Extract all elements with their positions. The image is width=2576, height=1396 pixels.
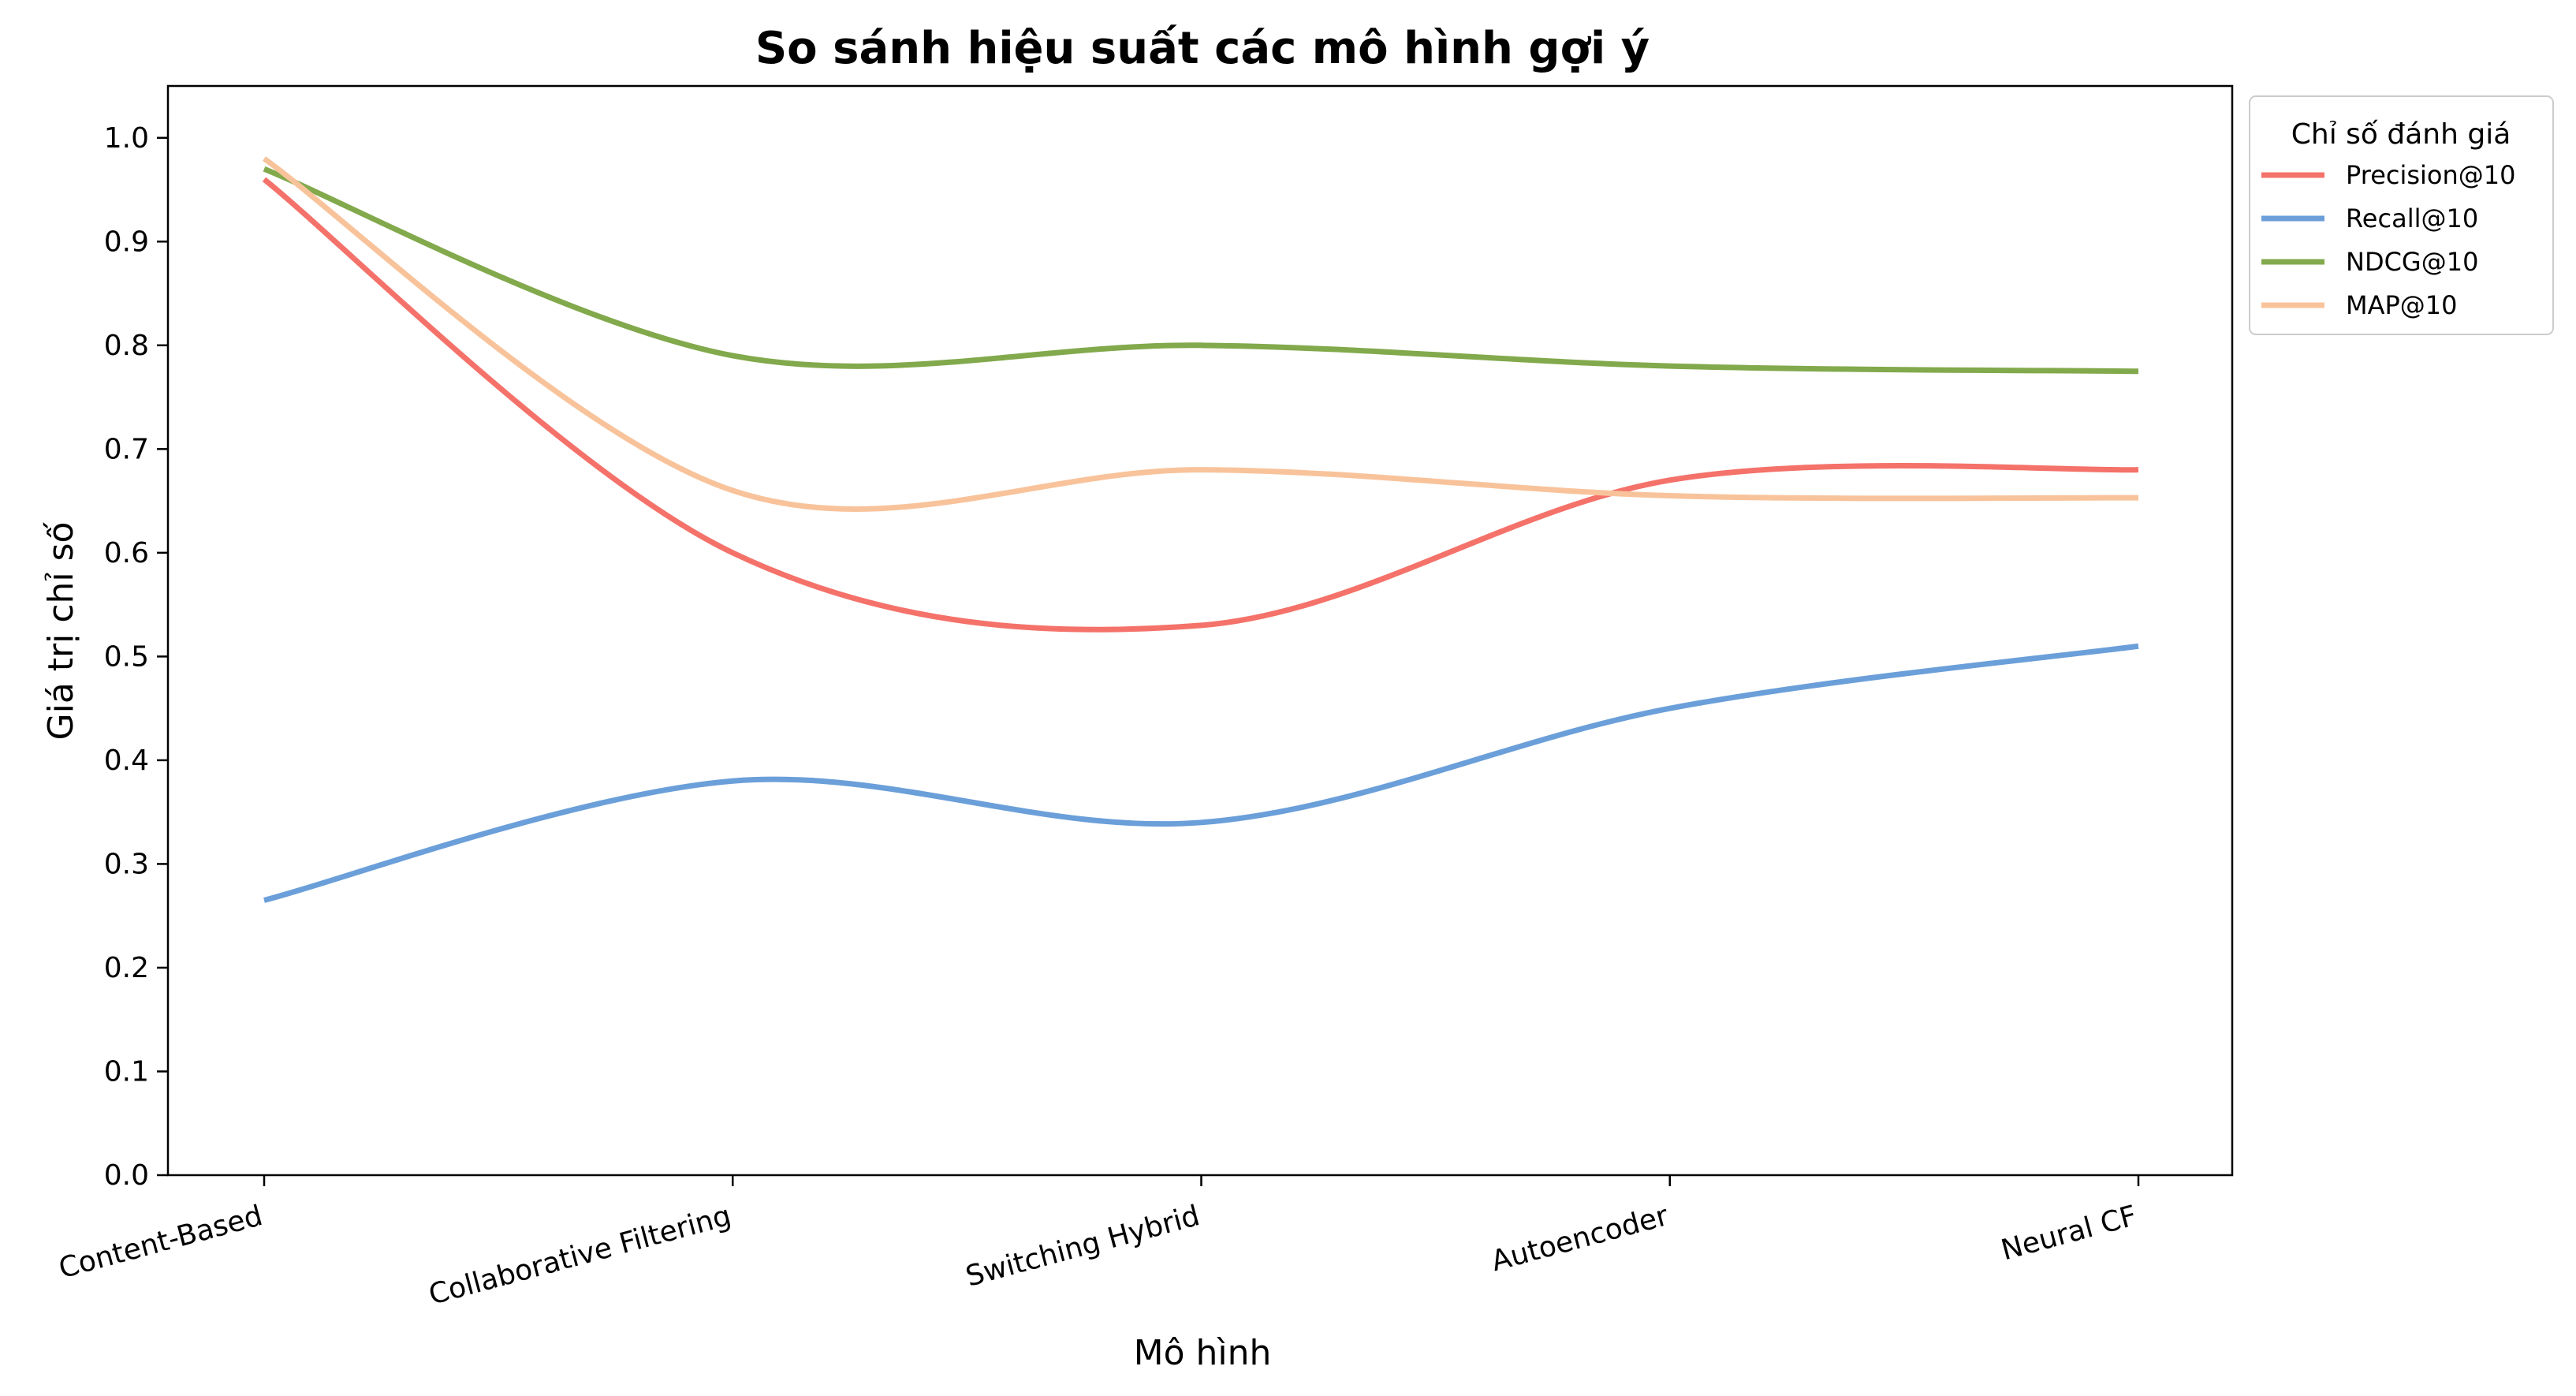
y-tick-label: 0.2 xyxy=(104,952,149,984)
legend-box xyxy=(2249,95,2554,335)
series-line-map-10 xyxy=(262,156,2139,512)
legend-items: Precision@10 Recall@10 NDCG@10 MAP@10 xyxy=(2261,160,2516,320)
series-line-precision-10 xyxy=(262,177,2139,633)
legend-title: Chỉ số đánh giá xyxy=(2291,118,2511,151)
legend-label: Recall@10 xyxy=(2346,203,2478,233)
legend-label: MAP@10 xyxy=(2346,290,2458,320)
plot-frame xyxy=(166,84,2234,1177)
y-axis-label: Giá trị chỉ số xyxy=(41,521,81,740)
legend-label: Precision@10 xyxy=(2346,160,2516,190)
legend: Chỉ số đánh giá Precision@10 Recall@10 NDC… xyxy=(2249,95,2554,335)
y-axis-ticks: 0.0 0.1 0.2 0.3 0.4 0.5 0.6 0.7 0.8 0.9 1.0 xyxy=(104,122,168,1192)
x-axis-label: Mô hình xyxy=(1134,1333,1272,1373)
chart-title: So sánh hiệu suất các mô hình gợi ý xyxy=(755,23,1650,74)
y-tick-label: 0.7 xyxy=(104,433,149,465)
series-line-recall-10 xyxy=(263,643,2139,903)
y-tick-label: 0.8 xyxy=(104,330,149,362)
y-tick-label: 0.5 xyxy=(104,640,149,673)
series-lines xyxy=(262,156,2139,903)
y-tick-label: 0.9 xyxy=(104,226,149,258)
y-tick-label: 1.0 xyxy=(104,122,149,155)
legend-label: NDCG@10 xyxy=(2346,247,2478,277)
y-tick-label: 0.0 xyxy=(104,1159,149,1192)
y-tick-label: 0.1 xyxy=(104,1055,149,1088)
y-tick-label: 0.6 xyxy=(104,537,149,569)
y-tick-label: 0.3 xyxy=(104,848,149,880)
series-line-ndcg-10 xyxy=(263,166,2139,375)
y-tick-label: 0.4 xyxy=(104,745,149,777)
